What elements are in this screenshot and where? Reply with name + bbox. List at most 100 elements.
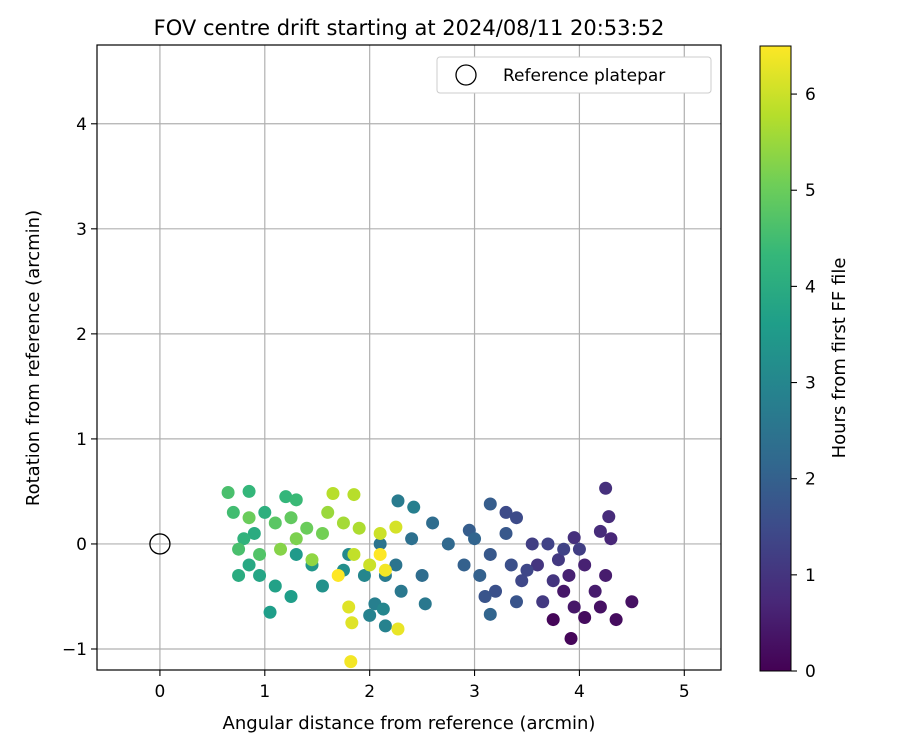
data-point [499,505,513,519]
data-point [363,608,377,622]
data-point [588,584,602,598]
data-point [593,524,607,538]
y-tick-label: 1 [76,430,87,450]
data-point [357,568,371,582]
data-point [567,600,581,614]
reference-marker [149,533,171,555]
colorbar-tick-label: 5 [805,181,816,201]
x-tick-label: 5 [679,682,690,702]
data-point [499,526,513,540]
data-point [599,481,613,495]
x-tick-label: 1 [259,682,270,702]
data-point [232,542,246,556]
data-point [315,579,329,593]
colorbar-ticks: 0 1 2 3 4 5 6 [791,85,816,682]
data-point [483,547,497,561]
data-point [509,511,523,525]
colorbar: 0 1 2 3 4 5 6 Hours from first FF file [759,45,850,682]
data-point [268,516,282,530]
data-point [373,537,387,551]
data-point [489,584,503,598]
legend: Reference platepar [436,56,712,94]
data-point [237,532,251,546]
data-point [415,568,429,582]
data-point [347,488,361,502]
data-point [378,619,392,633]
data-point [426,516,440,530]
data-point [300,521,314,535]
data-point [389,520,403,534]
data-point [347,547,361,561]
colorbar-tick-label: 3 [805,374,816,394]
data-point [520,563,534,577]
data-point [315,526,329,540]
data-point [373,526,387,540]
grid-lines [97,45,721,670]
data-point [578,610,592,624]
data-point [344,655,358,669]
data-point [509,595,523,609]
y-tick-label: −1 [62,640,87,660]
x-axis-ticks: 0 1 2 3 4 5 [155,670,690,702]
chart-title: FOV centre drift starting at 2024/08/11 … [154,16,665,40]
plot-frame [96,44,722,671]
data-point [226,505,240,519]
data-point [284,511,298,525]
data-point [564,631,578,645]
data-point [253,568,267,582]
x-tick-label: 4 [574,682,585,702]
colorbar-label: Hours from first FF file [829,258,850,459]
plot-area: 0 1 2 3 4 5 −1 0 1 2 3 4 [62,44,722,702]
data-point [557,542,571,556]
data-point [405,532,419,546]
data-point [483,497,497,511]
plot-background [97,45,721,670]
data-point [593,600,607,614]
data-point [418,597,432,611]
data-point [289,547,303,561]
data-point [468,532,482,546]
data-point [599,568,613,582]
data-point [232,568,246,582]
data-point [525,537,539,551]
data-point [279,490,293,504]
data-point [274,542,288,556]
colorbar-tick-label: 1 [805,566,816,586]
data-point [557,584,571,598]
data-point [567,531,581,545]
data-point [473,568,487,582]
data-point [441,537,455,551]
data-point [546,574,560,588]
data-point [221,485,235,499]
data-point [289,493,303,507]
data-point [326,487,340,501]
data-point [376,602,390,616]
colorbar-tick-label: 6 [805,85,816,105]
data-point [551,553,565,567]
data-point [530,558,544,572]
colorbar-gradient [759,45,792,672]
colorbar-tick-label: 4 [805,277,816,297]
data-point [263,605,277,619]
data-point [604,532,618,546]
data-point [515,574,529,588]
data-point [247,526,261,540]
colorbar-tick-label: 0 [805,662,816,682]
y-axis-label: Rotation from reference (arcmin) [23,210,44,506]
data-point [242,511,256,525]
data-point [407,500,421,514]
data-point [536,595,550,609]
data-point [609,613,623,627]
data-point [389,558,403,572]
data-point [363,558,377,572]
data-point [541,537,555,551]
data-point [352,521,366,535]
y-axis-ticks: −1 0 1 2 3 4 [62,115,97,660]
points-layer [221,481,639,669]
data-point [258,505,272,519]
data-point [546,613,560,627]
legend-label: Reference platepar [503,66,665,86]
data-point [242,558,256,572]
data-point [602,510,616,524]
data-point [504,558,518,572]
